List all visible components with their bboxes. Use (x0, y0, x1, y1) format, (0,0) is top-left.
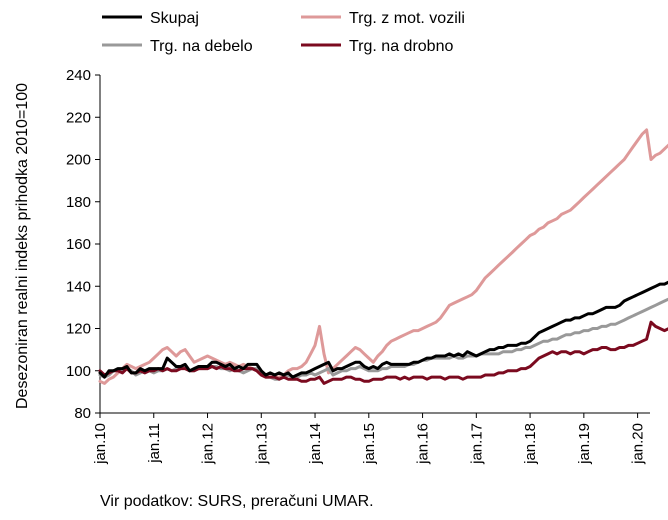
y-axis-title: Desezoniran realni indeks prihodka 2010=… (14, 83, 31, 409)
legend-label-trg-na-debelo: Trg. na debelo (150, 38, 253, 55)
x-tick-label: jan.15 (361, 423, 378, 465)
x-tick-label: jan.18 (522, 423, 539, 465)
y-tick-label: 220 (66, 109, 91, 126)
legend: Skupaj Trg. z mot. vozili Trg. na debelo… (102, 10, 465, 55)
series-line-trg-na-drobno (98, 320, 668, 385)
y-tick-label: 200 (66, 152, 91, 169)
y-tick-label: 160 (66, 236, 91, 253)
legend-label-skupaj: Skupaj (150, 10, 199, 27)
y-tick-label: 80 (74, 405, 91, 422)
y-tick-label: 100 (66, 363, 91, 380)
x-tick-label: jan.13 (253, 423, 270, 465)
x-tick-label: jan.14 (307, 423, 324, 465)
x-tick-label: jan.17 (468, 423, 485, 465)
series-line-trg-z-mot-vozili (98, 128, 668, 385)
legend-label-trg-na-drobno: Trg. na drobno (349, 38, 453, 55)
x-tick-label: jan.11 (146, 423, 163, 464)
y-tick-label: 140 (66, 278, 91, 295)
source-note: Vir podatkov: SURS, preračuni UMAR. (100, 493, 374, 510)
x-tick-label: jan.12 (200, 423, 217, 465)
series-layer (98, 128, 668, 385)
y-tick-label: 120 (66, 321, 91, 338)
y-tick-label: 180 (66, 194, 91, 211)
axes: 80 100 120 140 160 180 200 220 240 jan.10 jan.11 ja… (66, 67, 650, 465)
x-tick-label: jan.10 (92, 423, 109, 465)
legend-label-trg-z-mot-vozili: Trg. z mot. vozili (349, 10, 465, 27)
y-tick-label: 240 (66, 67, 91, 84)
x-tick-label: jan.20 (630, 423, 647, 465)
x-tick-label: jan.19 (576, 423, 593, 465)
x-tick-label: jan.16 (415, 423, 432, 465)
